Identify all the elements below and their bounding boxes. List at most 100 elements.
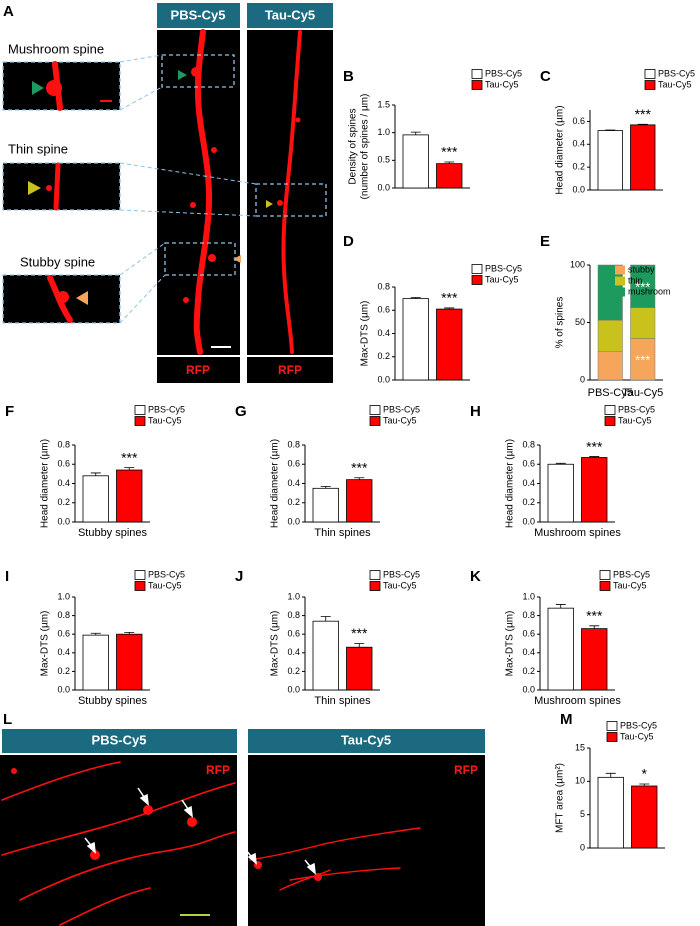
legend-label: PBS-Cy5 xyxy=(620,720,657,730)
bar xyxy=(312,487,339,523)
inset-label: Mushroom spine xyxy=(8,41,104,56)
error-bar xyxy=(555,604,566,609)
y-tick-label: 0.2 xyxy=(57,666,70,676)
bar xyxy=(547,607,574,691)
y-axis-label: Head diameter (µm) xyxy=(555,105,566,194)
y-tick-label: 0.8 xyxy=(57,610,70,620)
y-tick-label: 0.6 xyxy=(522,459,535,469)
y-tick-label: 0 xyxy=(580,842,585,852)
y-tick-label: 0.0 xyxy=(287,684,300,694)
error-bar xyxy=(589,456,600,458)
y-tick-label: 0.4 xyxy=(377,328,390,338)
panel-letter: J xyxy=(235,568,243,585)
legend-swatch xyxy=(369,405,381,415)
error-bar xyxy=(444,307,455,310)
x-axis-label: Thin spines xyxy=(314,527,371,539)
legend-swatch xyxy=(369,581,381,591)
legend-label: Tau-Cy5 xyxy=(485,274,519,284)
panel-l-images: PBS-Cy5 Tau-Cy5 RFP RFP xyxy=(0,729,485,926)
legend-label: Tau-Cy5 xyxy=(658,79,692,89)
bar-segment xyxy=(630,264,656,308)
y-axis-label: MFT area (µm²) xyxy=(555,763,566,833)
y-tick-label: 0.2 xyxy=(522,497,535,507)
y-axis-label: Head diameter (µm) xyxy=(270,439,281,528)
y-tick-label: 0.4 xyxy=(57,647,70,657)
legend-swatch xyxy=(615,276,625,286)
bar xyxy=(402,298,429,381)
bar xyxy=(581,628,608,691)
y-tick-label: 1.5 xyxy=(377,99,390,109)
y-axis-label: Head diameter (µm) xyxy=(40,439,51,528)
error-bar xyxy=(124,631,135,635)
error-bar xyxy=(444,161,455,164)
bar xyxy=(547,463,574,523)
bar-segment xyxy=(597,351,623,381)
bar xyxy=(597,130,623,191)
significance: * xyxy=(642,766,648,782)
y-tick-label: 5 xyxy=(580,809,585,819)
y-tick-label: 0.0 xyxy=(377,374,390,384)
y-tick-label: 1.0 xyxy=(522,591,535,601)
significance: *** xyxy=(351,459,368,475)
panel-letter: F xyxy=(5,403,14,420)
panel-a-images: PBS-Cy5 Tau-Cy5 RFP RFP Mushroom spine T… xyxy=(2,3,333,383)
legend-label: Tau-Cy5 xyxy=(148,415,182,425)
y-tick-label: 0.8 xyxy=(57,439,70,449)
channel-label: RFP xyxy=(454,763,478,777)
panel-letter: K xyxy=(470,568,481,585)
y-tick-label: 0.8 xyxy=(287,610,300,620)
channel-label: RFP xyxy=(278,363,302,377)
bar xyxy=(631,785,658,849)
legend-swatch xyxy=(134,416,146,426)
y-tick-label: 0 xyxy=(580,374,585,384)
y-tick-label: 0.6 xyxy=(522,629,535,639)
legend-label: PBS-Cy5 xyxy=(148,569,185,579)
y-tick-label: 0.5 xyxy=(377,155,390,165)
bar xyxy=(82,475,109,523)
y-tick-label: 1.0 xyxy=(57,591,70,601)
legend-swatch xyxy=(471,264,483,274)
y-axis-label: % of spines xyxy=(555,297,566,349)
error-bar xyxy=(354,477,365,480)
bar xyxy=(597,776,624,849)
legend-label: PBS-Cy5 xyxy=(618,404,655,414)
legend-swatch xyxy=(615,287,625,297)
y-tick-label: 0.2 xyxy=(522,666,535,676)
y-tick-label: 0.2 xyxy=(57,497,70,507)
legend-swatch xyxy=(604,405,616,415)
significance: *** xyxy=(441,144,458,160)
y-tick-label: 0.0 xyxy=(57,516,70,526)
y-axis-label: (number of spines / µm) xyxy=(360,94,371,200)
bar xyxy=(630,124,656,191)
image-header: PBS-Cy5 xyxy=(171,7,226,22)
panel-letter: A xyxy=(3,3,14,20)
legend-swatch xyxy=(471,80,483,90)
y-tick-label: 0.4 xyxy=(57,478,70,488)
legend-label: stubby xyxy=(628,264,655,274)
error-bar xyxy=(320,616,331,622)
x-tick-label: Tau-Cy5 xyxy=(622,387,663,399)
legend-label: Tau-Cy5 xyxy=(383,580,417,590)
panel-letter: D xyxy=(343,233,354,250)
legend-label: PBS-Cy5 xyxy=(383,404,420,414)
error-bar xyxy=(124,467,135,471)
bar xyxy=(116,633,143,691)
significance: *** xyxy=(441,290,458,306)
legend-swatch xyxy=(615,265,625,275)
x-axis-label: Mushroom spines xyxy=(534,527,621,539)
panel-letter: B xyxy=(343,68,354,85)
legend-label: Tau-Cy5 xyxy=(613,580,647,590)
legend-swatch xyxy=(606,721,618,731)
legend-label: Tau-Cy5 xyxy=(620,731,654,741)
legend-label: PBS-Cy5 xyxy=(148,404,185,414)
error-bar xyxy=(605,129,616,131)
legend-swatch xyxy=(599,581,611,591)
x-axis-label: Thin spines xyxy=(314,695,371,707)
significance: *** xyxy=(351,625,368,641)
error-bar xyxy=(637,123,648,125)
error-bar xyxy=(410,131,421,135)
legend-label: PBS-Cy5 xyxy=(658,68,695,78)
significance: *** xyxy=(586,438,603,454)
y-tick-label: 0.8 xyxy=(522,439,535,449)
legend-label: PBS-Cy5 xyxy=(485,263,522,273)
